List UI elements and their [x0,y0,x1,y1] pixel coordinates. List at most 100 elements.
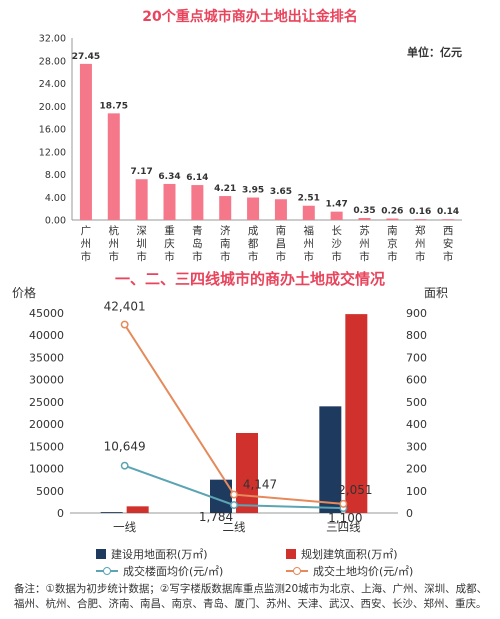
chart1-bar [247,197,260,220]
chart2-data-label: 4,147 [243,478,277,492]
chart1-category-label: 深圳市 [136,225,147,263]
chart2-point [230,490,238,499]
chart1-category-label: 长沙市 [331,225,342,263]
chart1-ytick-label: 0.00 [45,216,66,227]
chart2-left-tick-label: 30000 [29,374,64,387]
chart2-left-tick-label: 40000 [29,329,64,342]
chart1-unit-label: 单位：亿元 [407,46,462,59]
chart2-bar [345,314,368,513]
chart2-bar [319,406,342,513]
chart1-category-label: 福州市 [304,224,315,263]
chart2-right-tick-label: 900 [406,307,427,320]
legend-swatch-floor-area [286,549,296,559]
chart1-bar [358,218,371,220]
chart1-value-label: 27.45 [72,52,100,62]
legend-swatch-land-price [286,566,308,576]
chart1-bar [414,219,427,220]
chart1-value-label: 6.34 [158,172,180,182]
chart2-title: 一、二、三四线城市的商办土地成交情况 [114,270,385,288]
chart1-value-label: 1.47 [326,200,348,210]
chart1-ytick-label: 8.00 [45,170,66,181]
chart2-right-tick-label: 0 [406,507,413,520]
chart1-plot: 0.00 4.00 8.00 12.00 16.00 20.00 24.00 28.00 32.… [39,34,462,263]
chart1-bar [330,211,343,220]
chart2-bar [236,433,258,513]
footnote: 备注：①数据为初步统计数据；②写字楼版数据库重点监测20城市为北京、上海、广州、… [14,583,488,610]
chart2-left-tick-label: 35000 [29,351,64,364]
chart2-right-tick-label: 300 [406,440,427,453]
chart1-category-label: 成都市 [248,225,259,263]
chart1-bar [274,199,287,220]
chart1-bar [386,218,399,220]
legend-item-floor-area: 规划建筑面积(万㎡) [286,546,398,562]
chart1-category-label: 杭州市 [109,224,120,263]
chart2-left-tick-label: 20000 [29,418,64,431]
chart2-left-tick-label: 5000 [36,485,64,498]
chart2-right-tick-label: 600 [406,374,427,387]
chart2-data-label: 1,784 [199,510,233,524]
chart2-bar [100,512,123,513]
legend-label-floor-area: 规划建筑面积(万㎡) [301,548,398,561]
chart2-point [230,501,238,510]
chart1-value-label: 18.75 [100,101,128,111]
legend-swatch-floor-price [96,566,118,576]
chart1-ytick-label: 32.00 [39,34,66,45]
chart2-left-tick-label: 0 [57,507,64,520]
chart2-right-tick-label: 800 [406,329,427,342]
chart1-value-label: 0.16 [409,207,431,217]
legend-label-land-area: 建设用地面积(万㎡) [111,548,208,561]
chart2-bar [210,479,232,513]
chart2-right-tick-label: 400 [406,418,427,431]
chart2-category-label: 三四线 [326,520,361,534]
chart1-bar [191,185,204,220]
chart2-right-tick-label: 500 [406,396,427,409]
chart1-bar [135,179,148,220]
chart2-data-label: 10,649 [104,440,146,454]
chart1-category-label: 广州市 [81,225,92,263]
chart2-point [339,499,348,508]
chart1-category-label: 重庆市 [164,224,175,263]
chart2-left-tick-label: 45000 [29,307,64,320]
chart2-category-label: 一线 [113,520,136,534]
chart1-category-label: 西安市 [443,225,454,263]
chart2-data-label: 2,051 [338,483,372,497]
chart1-bar [163,183,176,220]
chart1-bar [302,205,315,220]
legend-label-floor-price: 成交楼面均价(元/㎡) [123,565,224,578]
chart1-category-label: 南京市 [387,224,398,263]
chart2-right-axis-label: 面积 [423,286,448,300]
chart2-left-tick-label: 25000 [29,396,64,409]
chart2-right-tick-label: 700 [406,351,427,364]
legend-swatch-land-area [96,549,106,559]
chart1-value-label: 3.65 [270,187,292,197]
legend-label-land-price: 成交土地均价(元/㎡) [313,565,414,578]
chart1-value-label: 0.26 [381,207,403,217]
chart2-data-label: 42,401 [104,300,146,314]
chart1-ytick-label: 20.00 [39,102,66,113]
chart2-right-tick-label: 200 [406,463,427,476]
chart1-value-label: 7.17 [131,167,153,177]
legend-item-land-price: 成交土地均价(元/㎡) [286,563,413,579]
chart2-right-tick-label: 100 [406,485,427,498]
chart2-point [120,320,129,329]
chart1-ytick-label: 16.00 [39,125,66,136]
chart2-plot: 0500010000150002000025000300003500040000… [29,300,427,534]
chart1-ytick-label: 28.00 [39,56,66,67]
chart1-ytick-label: 24.00 [39,79,66,90]
chart1-category-label: 郑州市 [415,224,426,263]
chart1-value-label: 3.95 [242,186,264,196]
chart2-left-axis-label: 价格 [12,286,37,300]
chart2-left-tick-label: 10000 [29,463,64,476]
chart1-category-label: 苏州市 [359,224,370,263]
chart1-value-label: 0.35 [353,206,375,216]
chart1-bar [79,63,92,220]
chart1-value-label: 4.21 [214,184,236,194]
chart1-ytick-label: 4.00 [45,193,66,204]
chart2-bar [126,506,149,513]
chart2-left-tick-label: 15000 [29,440,64,453]
chart1-title: 20个重点城市商办土地出让金排名 [142,9,358,25]
chart2-data-label: 1,100 [328,511,362,525]
legend-item-land-area: 建设用地面积(万㎡) [96,546,208,562]
chart1-category-label: 南昌市 [276,224,287,263]
